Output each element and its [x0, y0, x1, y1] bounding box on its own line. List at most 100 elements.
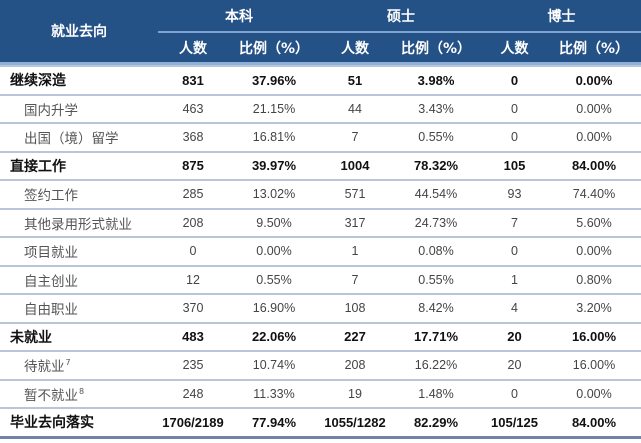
cell-master-count: 44 [320, 94, 390, 124]
cell-bachelor-ratio: 77.94% [228, 408, 320, 439]
row-label-text: 暂不就业 [24, 387, 78, 404]
header-doctor-ratio: 比例（%） [558, 40, 630, 57]
cell-doctor-count: 105 [482, 151, 547, 181]
table-row: 毕业去向落实 1706/2189 77.94% 1055/1282 82.29% 105/… [0, 408, 641, 439]
cell-bachelor-ratio: 39.97% [228, 151, 320, 181]
cell-bachelor-ratio: 9.50% [228, 208, 320, 238]
cell-master-count: 1004 [320, 151, 390, 181]
header-master-ratio: 比例（%） [400, 40, 472, 57]
cell-master-count: 227 [320, 322, 390, 352]
cell-master-ratio: 0.55% [390, 265, 482, 295]
table-row: 继续深造 831 37.96% 51 3.98% 0 0.00% [0, 66, 641, 96]
row-label-text: 国内升学 [24, 102, 78, 119]
row-label: 自主创业 [0, 265, 158, 295]
table-row: 待就业7 235 10.74% 208 16.22% 20 16.00% [0, 351, 641, 381]
cell-doctor-count: 0 [482, 66, 547, 96]
cell-master-count: 7 [320, 123, 390, 153]
table-row: 未就业 483 22.06% 227 17.71% 20 16.00% [0, 322, 641, 352]
cell-bachelor-count: 248 [158, 379, 228, 409]
row-label-text: 其他录用形式就业 [24, 216, 132, 233]
cell-master-ratio: 0.55% [390, 123, 482, 153]
row-label: 直接工作 [0, 151, 158, 181]
cell-doctor-count: 0 [482, 123, 547, 153]
cell-master-ratio: 0.08% [390, 237, 482, 267]
footnote-marker: 7 [65, 358, 71, 368]
cell-master-count: 51 [320, 66, 390, 96]
cell-doctor-ratio: 0.00% [547, 123, 641, 153]
footnote-marker: 8 [79, 386, 85, 396]
cell-master-ratio: 16.22% [390, 351, 482, 381]
cell-bachelor-count: 235 [158, 351, 228, 381]
header-group-doctor: 博士 [482, 0, 641, 33]
cell-master-ratio: 3.98% [390, 66, 482, 96]
cell-bachelor-ratio: 21.15% [228, 94, 320, 124]
row-label: 未就业 [0, 322, 158, 352]
table-row: 自主创业 12 0.55% 7 0.55% 1 0.80% [0, 265, 641, 295]
cell-doctor-count: 20 [482, 322, 547, 352]
cell-master-count: 1 [320, 237, 390, 267]
header-bachelor-ratio: 比例（%） [238, 40, 310, 57]
cell-bachelor-ratio: 16.81% [228, 123, 320, 153]
cell-bachelor-ratio: 11.33% [228, 379, 320, 409]
row-label-text: 直接工作 [10, 158, 66, 175]
cell-doctor-count: 20 [482, 351, 547, 381]
header-direction: 就业去向 [51, 24, 107, 40]
cell-master-count: 317 [320, 208, 390, 238]
cell-doctor-count: 4 [482, 294, 547, 324]
cell-doctor-ratio: 3.20% [547, 294, 641, 324]
table-row: 暂不就业8 248 11.33% 19 1.48% 0 0.00% [0, 379, 641, 409]
row-label-text: 自由职业 [24, 302, 78, 319]
cell-bachelor-count: 208 [158, 208, 228, 238]
row-label-text: 待就业 [24, 359, 65, 376]
table-row: 国内升学 463 21.15% 44 3.43% 0 0.00% [0, 94, 641, 124]
cell-master-ratio: 24.73% [390, 208, 482, 238]
cell-doctor-ratio: 16.00% [547, 351, 641, 381]
cell-bachelor-count: 875 [158, 151, 228, 181]
header-doctor-count: 人数 [500, 40, 529, 57]
cell-bachelor-count: 285 [158, 180, 228, 210]
row-label-text: 未就业 [10, 329, 52, 346]
cell-doctor-ratio: 0.80% [547, 265, 641, 295]
cell-bachelor-count: 483 [158, 322, 228, 352]
cell-doctor-ratio: 84.00% [547, 151, 641, 181]
cell-bachelor-ratio: 10.74% [228, 351, 320, 381]
cell-bachelor-count: 831 [158, 66, 228, 96]
table-row: 出国（境）留学 368 16.81% 7 0.55% 0 0.00% [0, 123, 641, 153]
cell-master-count: 7 [320, 265, 390, 295]
header-bachelor-count: 人数 [179, 40, 207, 57]
cell-doctor-ratio: 0.00% [547, 237, 641, 267]
row-label: 国内升学 [0, 94, 158, 124]
header-group-bachelor: 本科 [158, 0, 320, 33]
row-label: 待就业7 [0, 351, 158, 381]
table-body: 继续深造 831 37.96% 51 3.98% 0 0.00% 国内升学 463 21.15% 4… [0, 66, 641, 439]
row-label: 自由职业 [0, 294, 158, 324]
header-group-master: 硕士 [320, 0, 482, 33]
cell-master-ratio: 1.48% [390, 379, 482, 409]
cell-doctor-ratio: 16.00% [547, 322, 641, 352]
header-row-groups: 就业去向 本科 硕士 博士 [0, 0, 641, 40]
cell-doctor-ratio: 0.00% [547, 66, 641, 96]
cell-bachelor-count: 1706/2189 [158, 408, 228, 439]
cell-master-ratio: 17.71% [390, 322, 482, 352]
row-label: 其他录用形式就业 [0, 208, 158, 238]
cell-bachelor-ratio: 0.00% [228, 237, 320, 267]
row-label: 出国（境）留学 [0, 123, 158, 153]
cell-bachelor-count: 368 [158, 123, 228, 153]
row-label: 签约工作 [0, 180, 158, 210]
row-label: 毕业去向落实 [0, 408, 158, 439]
table-row: 直接工作 875 39.97% 1004 78.32% 105 84.00% [0, 151, 641, 181]
cell-bachelor-ratio: 0.55% [228, 265, 320, 295]
row-label-text: 继续深造 [10, 73, 66, 90]
cell-master-ratio: 3.43% [390, 94, 482, 124]
header-master-count: 人数 [341, 40, 369, 57]
cell-doctor-count: 0 [482, 379, 547, 409]
cell-master-ratio: 44.54% [390, 180, 482, 210]
row-label-text: 签约工作 [24, 188, 78, 205]
header-divider [0, 62, 641, 67]
cell-master-count: 571 [320, 180, 390, 210]
cell-doctor-count: 105/125 [482, 408, 547, 439]
row-label-text: 自主创业 [24, 273, 78, 290]
cell-doctor-count: 93 [482, 180, 547, 210]
cell-doctor-count: 0 [482, 94, 547, 124]
